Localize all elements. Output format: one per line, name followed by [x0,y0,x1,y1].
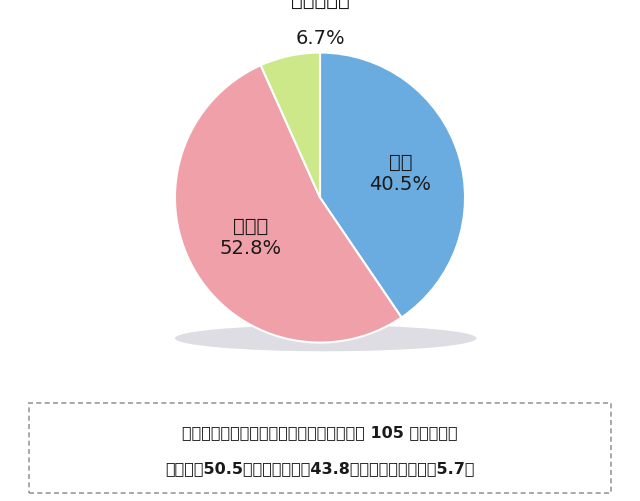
Text: 首都圈（東京・神奈川・千葉・埼玉）在住 105 人の場合、: 首都圈（東京・神奈川・千葉・埼玉）在住 105 人の場合、 [182,424,458,439]
Text: 6.7%: 6.7% [295,29,345,48]
Wedge shape [260,54,320,198]
Text: 「はい」50.5％、「いいえ」43.8％、「わからない」5.7％: 「はい」50.5％、「いいえ」43.8％、「わからない」5.7％ [165,460,475,475]
Text: はい
40.5%: はい 40.5% [369,153,431,194]
Wedge shape [320,54,465,318]
Text: わからない: わからない [291,0,349,10]
Ellipse shape [175,326,477,352]
FancyBboxPatch shape [29,404,611,493]
Wedge shape [175,66,401,343]
Text: いいえ
52.8%: いいえ 52.8% [220,216,282,258]
